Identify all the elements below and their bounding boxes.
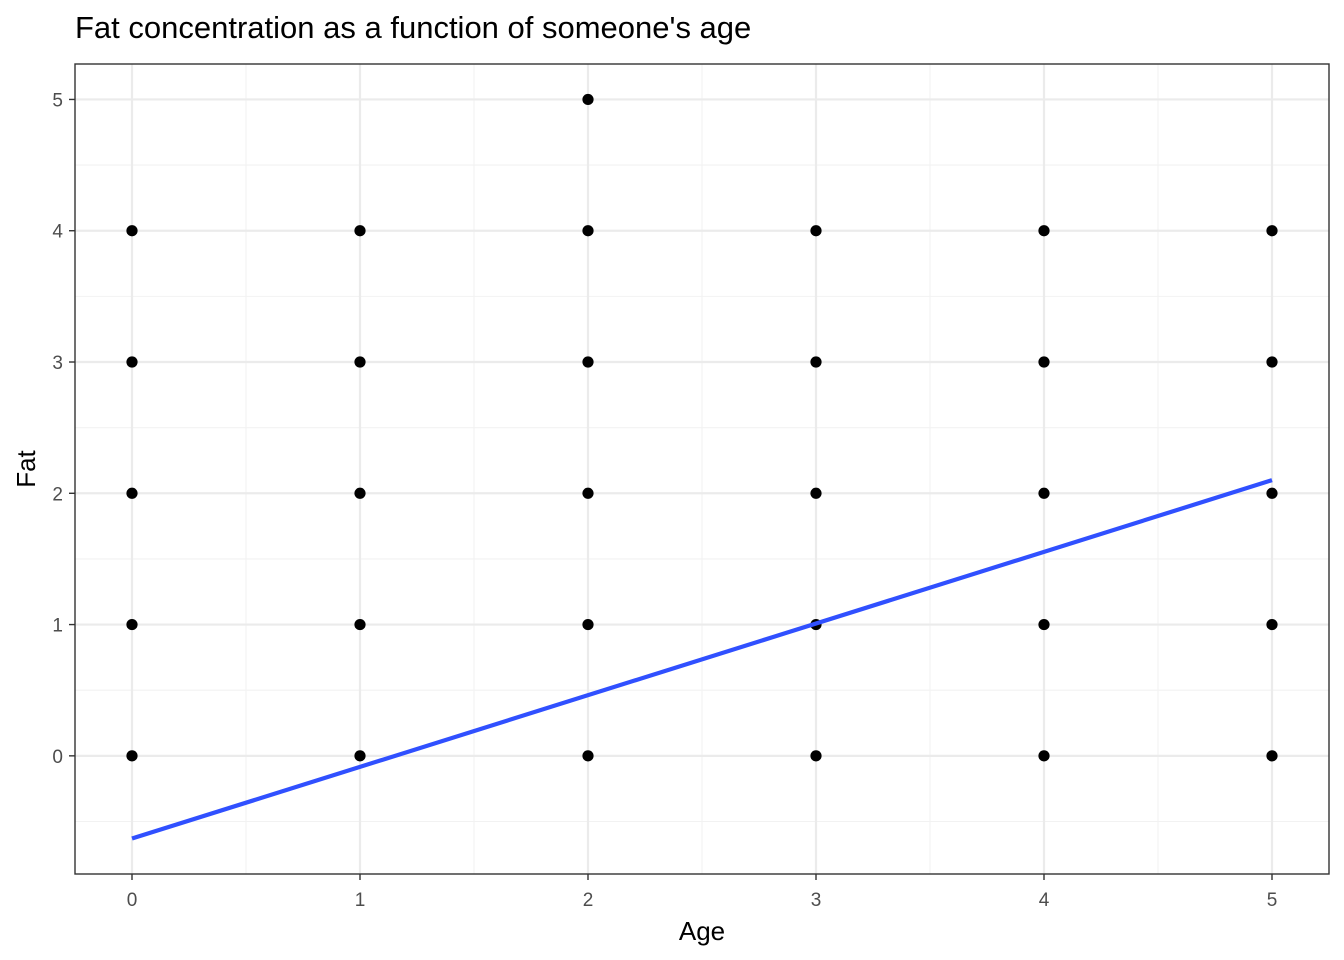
data-point (582, 487, 594, 499)
data-point (1266, 225, 1278, 237)
data-point (126, 618, 138, 631)
data-point (810, 356, 822, 368)
data-point (1266, 618, 1278, 631)
data-point (810, 225, 822, 237)
y-tick-label: 1 (52, 616, 63, 637)
x-tick-label: 5 (1267, 890, 1278, 911)
data-point (582, 356, 594, 368)
data-point (1266, 356, 1278, 368)
x-tick-label: 4 (1039, 890, 1050, 911)
data-point (1038, 750, 1050, 762)
plot-border (74, 63, 1330, 875)
trend-line (131, 478, 1273, 841)
y-tick-label: 0 (52, 747, 63, 768)
data-points (126, 93, 1278, 762)
data-point (126, 750, 138, 762)
y-tick-label: 3 (52, 353, 63, 374)
data-point (582, 618, 594, 631)
data-point (1266, 487, 1278, 499)
minor-gridlines (75, 64, 1329, 874)
data-point (354, 618, 366, 631)
data-point (1038, 225, 1050, 237)
y-tick-label: 2 (52, 484, 63, 505)
x-tick-label: 1 (355, 890, 366, 911)
x-tick-label: 0 (127, 890, 138, 911)
x-tick-label: 3 (811, 890, 822, 911)
data-point (1038, 356, 1050, 368)
data-point (126, 225, 138, 237)
data-point (1038, 487, 1050, 499)
data-point (126, 356, 138, 368)
data-point (810, 487, 822, 499)
chart-title: Fat concentration as a function of someo… (75, 10, 751, 45)
y-tick-label: 4 (52, 222, 63, 243)
data-point (582, 750, 594, 762)
y-tick-label: 5 (52, 90, 63, 111)
y-axis: 0 1 2 3 4 5 (52, 90, 75, 768)
data-point (810, 750, 822, 762)
x-axis-title: Age (679, 916, 725, 946)
trend-line-group (131, 478, 1273, 841)
data-point (126, 487, 138, 499)
data-point (354, 487, 366, 499)
data-point (354, 225, 366, 237)
data-point (582, 93, 594, 106)
y-axis-title: Fat (11, 449, 41, 487)
data-point (582, 225, 594, 237)
data-point (354, 356, 366, 368)
major-gridlines (75, 64, 1329, 874)
x-tick-label: 2 (583, 890, 594, 911)
data-point (354, 750, 366, 762)
data-point (1266, 750, 1278, 762)
data-point (1038, 618, 1050, 631)
x-axis: 0 1 2 3 4 5 (127, 874, 1278, 911)
